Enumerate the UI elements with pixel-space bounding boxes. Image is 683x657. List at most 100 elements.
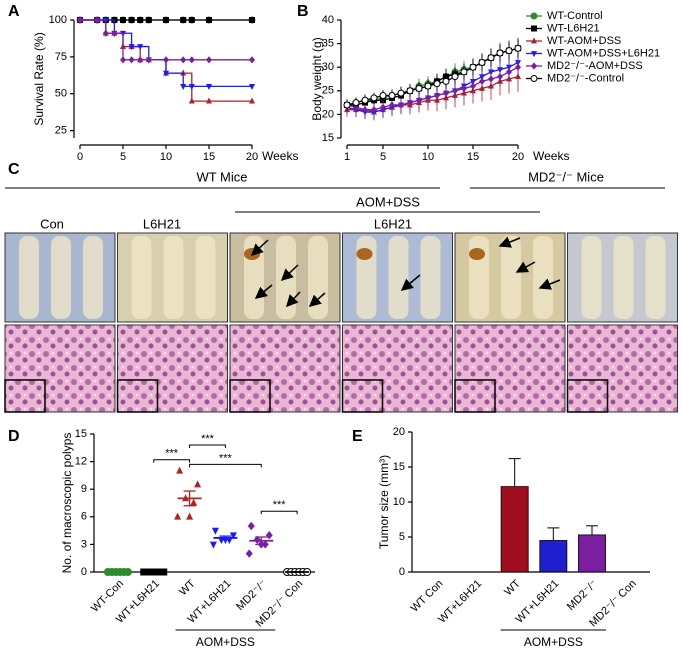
x-tick-label: 20 xyxy=(246,151,258,163)
significance-label: *** xyxy=(273,499,287,511)
tissue-strip xyxy=(533,236,553,319)
arrows xyxy=(250,236,561,308)
x-tick-label: WT xyxy=(177,577,198,598)
marker xyxy=(505,47,513,55)
marker xyxy=(229,532,237,540)
tissue-strip xyxy=(645,236,666,319)
y-tick-label: 30 xyxy=(322,61,334,73)
marker xyxy=(478,58,486,66)
inset xyxy=(4,379,46,413)
marker xyxy=(514,44,522,52)
tissue-strip xyxy=(163,236,184,319)
x-axis-title: Weeks xyxy=(262,149,298,163)
marker xyxy=(174,512,182,520)
marker xyxy=(469,63,477,71)
y-axis-title: Survival Rate (%) xyxy=(32,32,46,125)
marker xyxy=(415,84,423,92)
marker xyxy=(452,87,458,95)
panel-label: A xyxy=(8,3,20,20)
bar xyxy=(500,486,529,573)
polyp xyxy=(469,248,485,260)
marker xyxy=(515,63,521,71)
marker xyxy=(460,68,468,76)
y-tick-label: 12 xyxy=(75,456,87,468)
marker xyxy=(451,73,459,81)
tissue-strip xyxy=(308,236,328,319)
x-tick-label: 10 xyxy=(422,151,434,163)
significance-bracket xyxy=(153,459,191,463)
marker xyxy=(249,83,255,90)
tissue-strip xyxy=(420,236,441,319)
y-tick-label: 50 xyxy=(55,88,67,100)
marker xyxy=(361,96,369,104)
tissue-strip xyxy=(276,236,296,319)
marker xyxy=(186,512,194,520)
inset xyxy=(341,379,384,413)
marker xyxy=(120,56,126,64)
y-tick-label: 15 xyxy=(75,428,87,440)
tissue-strip xyxy=(131,236,152,319)
marker xyxy=(433,80,441,88)
marker xyxy=(406,87,414,95)
y-tick-label: 35 xyxy=(322,38,334,50)
y-tick-label: 25 xyxy=(322,85,334,97)
marker xyxy=(397,89,405,97)
x-tick-label: WT-Con xyxy=(89,578,126,615)
legend-marker xyxy=(531,62,537,70)
y-tick-label: 75 xyxy=(55,51,67,63)
marker xyxy=(128,17,135,23)
marker xyxy=(470,82,476,90)
marker xyxy=(407,99,413,107)
marker xyxy=(163,56,169,64)
marker xyxy=(180,17,187,23)
column-label: L6H21 xyxy=(143,216,181,231)
group-label: AOM+DSS xyxy=(524,635,583,649)
y-axis-title: No. of macroscopic polyps xyxy=(60,433,74,574)
tissue-strip xyxy=(195,236,216,319)
y-tick-label: 0 xyxy=(399,566,405,578)
marker xyxy=(188,56,195,64)
marker xyxy=(163,70,169,77)
marker xyxy=(398,101,404,109)
marker xyxy=(145,17,152,23)
panel-label: E xyxy=(352,428,363,445)
y-tick-label: 100 xyxy=(49,14,67,26)
tissue-strip xyxy=(83,236,103,319)
marker xyxy=(249,97,255,104)
marker xyxy=(194,480,202,488)
marker xyxy=(206,17,212,23)
significance-bracket xyxy=(189,463,262,468)
marker xyxy=(128,56,135,64)
x-tick-label: 10 xyxy=(160,151,172,163)
tissue-strip xyxy=(19,236,39,319)
marker xyxy=(137,56,144,64)
marker xyxy=(94,16,101,24)
x-tick-label: 15 xyxy=(467,151,479,163)
group-label: WT Mice xyxy=(196,169,247,184)
y-tick-label: 0 xyxy=(81,566,87,578)
panel-c: C WT Mice MD2⁻/⁻ Mice AOM+DSS Con L6H21 … xyxy=(4,161,678,413)
marker xyxy=(506,68,512,76)
x-tick-label: 5 xyxy=(380,151,386,163)
y-tick-label: 3 xyxy=(81,538,87,550)
marker xyxy=(176,466,184,474)
y-tick-label: 20 xyxy=(322,108,334,120)
marker xyxy=(247,521,255,531)
marker xyxy=(253,535,261,544)
legend-marker xyxy=(531,37,537,44)
marker xyxy=(442,77,450,85)
legend-label: WT-AOM+DSS+L6H21 xyxy=(547,47,660,59)
tissue-strip xyxy=(581,236,602,319)
bar xyxy=(578,534,606,573)
marker xyxy=(424,82,432,90)
marker xyxy=(362,106,368,114)
marker xyxy=(497,73,503,81)
group-label: MD2⁻/⁻ Mice xyxy=(528,169,604,184)
legend-marker xyxy=(531,51,537,58)
marker xyxy=(180,83,187,90)
marker xyxy=(249,56,255,64)
marker xyxy=(370,94,378,102)
y-tick-label: 10 xyxy=(393,496,405,508)
tissue-strip xyxy=(613,236,634,319)
